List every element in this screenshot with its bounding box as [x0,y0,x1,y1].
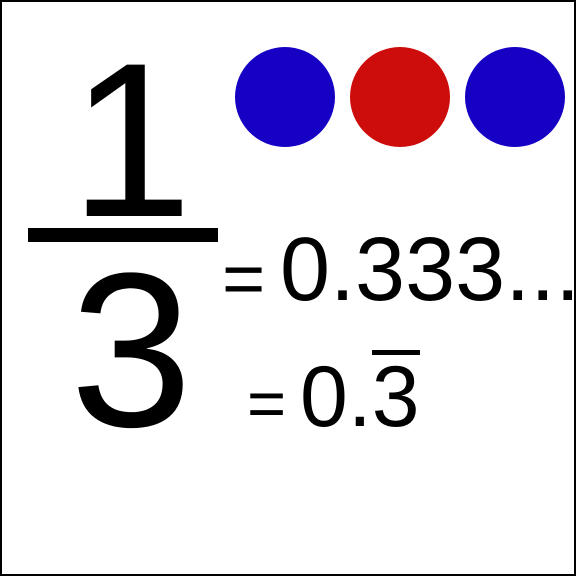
equals-sign-1: = [222,242,265,316]
decimal-repeating-ellipsis: 0.333... [280,225,576,315]
decimal-repeating-vinculum: 0.3 [300,354,420,440]
dot-1 [235,47,335,147]
frame-border-top [0,0,576,2]
equals-sign-2: = [247,370,286,437]
figure-frame: 1 3 = 0.333... = 0.3 [0,0,576,576]
dot-3 [465,47,565,147]
frame-border-left [0,0,2,576]
fraction-numerator: 1 [70,30,192,250]
fraction-denominator: 3 [70,240,192,460]
decimal-prefix: 0. [300,349,372,445]
repeating-digit: 3 [372,354,420,440]
dot-2 [350,47,450,147]
